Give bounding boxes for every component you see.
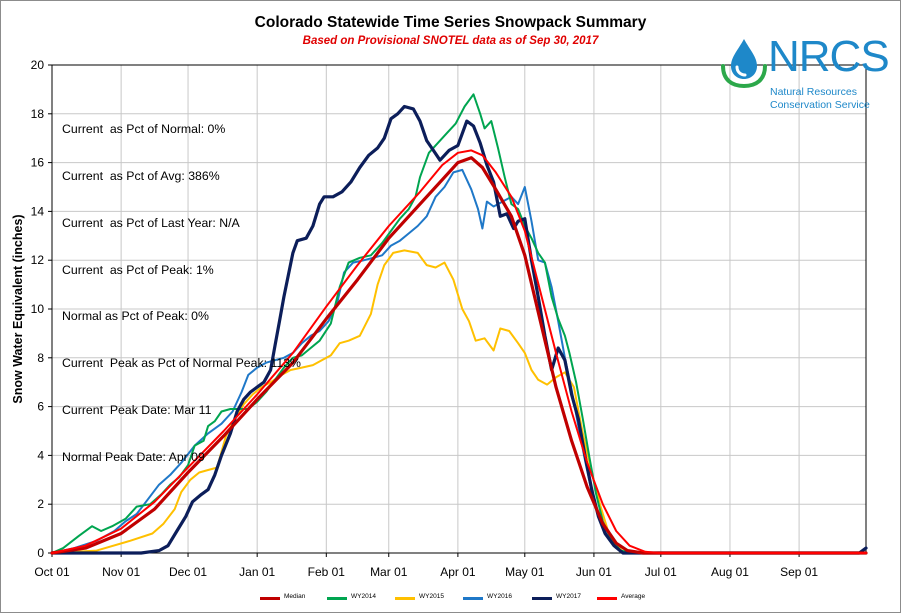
- stat-normal-pct-peak: Normal as Pct of Peak: 0%: [62, 309, 209, 324]
- series-line-median: [50, 156, 868, 555]
- stat-pct-last-year: Current as Pct of Last Year: N/A: [62, 215, 240, 230]
- x-tick-label: Feb 01: [308, 565, 346, 579]
- logo-line-2: Conservation Service: [770, 99, 870, 111]
- x-tick-label: Sep 01: [780, 565, 818, 579]
- legend-swatch: [463, 597, 483, 600]
- legend-label: WY2016: [487, 593, 512, 600]
- y-tick-label: 10: [31, 302, 45, 316]
- x-tick-label: Aug 01: [711, 565, 749, 579]
- legend-label: Average: [621, 593, 646, 600]
- y-tick-label: 16: [31, 156, 45, 170]
- stat-pct-avg: Current as Pct of Avg: 386%: [62, 168, 220, 183]
- y-axis: 0 2 4 6 8 10 12 14 16 18 20: [31, 58, 52, 560]
- y-tick-label: 20: [31, 58, 45, 72]
- x-tick-label: May 01: [505, 565, 545, 579]
- legend-label: WY2017: [556, 593, 581, 600]
- series-line-wy2016: [51, 168, 867, 554]
- stat-pct-peak: Current as Pct of Peak: 1%: [62, 262, 214, 277]
- y-tick-label: 8: [37, 351, 44, 365]
- x-tick-label: Jan 01: [239, 565, 275, 579]
- x-tick-label: Nov 01: [102, 565, 140, 579]
- x-tick-label: Mar 01: [370, 565, 408, 579]
- stat-pct-normal: Current as Pct of Normal: 0%: [62, 122, 226, 137]
- stat-current-peak-date: Current Peak Date: Mar 11: [62, 402, 212, 417]
- y-tick-label: 4: [37, 448, 44, 462]
- x-tick-label: Oct 01: [34, 565, 70, 579]
- legend-swatch: [532, 597, 552, 600]
- x-tick-label: Apr 01: [440, 565, 476, 579]
- legend-swatch: [327, 597, 347, 600]
- chart-title: Colorado Statewide Time Series Snowpack …: [254, 14, 647, 31]
- series-line-wy2015: [51, 249, 867, 554]
- logo-wordmark: NRCS: [768, 32, 890, 81]
- y-tick-label: 2: [37, 497, 44, 511]
- stat-peak-pct-normal-peak: Current Peak as Pct of Normal Peak: 113%: [62, 356, 301, 371]
- y-tick-label: 6: [37, 400, 44, 414]
- stat-normal-peak-date: Normal Peak Date: Apr 09: [62, 449, 205, 464]
- x-tick-label: Jun 01: [576, 565, 612, 579]
- legend-label: WY2015: [419, 593, 444, 600]
- series-lines: [50, 93, 868, 555]
- y-tick-label: 0: [37, 546, 44, 560]
- y-tick-label: 12: [31, 253, 45, 267]
- legend-label: WY2014: [351, 593, 376, 600]
- y-axis-label: Snow Water Equivalent (inches): [11, 214, 25, 403]
- nrcs-logo: NRCS Natural Resources Conservation Serv…: [718, 32, 890, 116]
- y-tick-label: 18: [31, 107, 45, 121]
- legend-label: Median: [284, 593, 306, 600]
- chart-subtitle: Based on Provisional SNOTEL data as of S…: [302, 35, 599, 47]
- legend-swatch: [597, 597, 617, 600]
- chart-legend: Median WY2014 WY2015 WY2016 WY2017 Average: [0, 592, 901, 606]
- legend-swatch: [260, 597, 280, 600]
- x-axis: Oct 01 Nov 01 Dec 01 Jan 01 Feb 01 Mar 01 Apr …: [34, 553, 818, 579]
- x-tick-label: Jul 01: [645, 565, 677, 579]
- legend-swatch: [395, 597, 415, 600]
- water-drop-icon: [721, 39, 767, 88]
- x-tick-label: Dec 01: [169, 565, 207, 579]
- y-tick-label: 14: [31, 204, 45, 218]
- series-line-average: [51, 149, 867, 554]
- stats-box: Current as Pct of Normal: 0% Current as …: [62, 91, 301, 481]
- logo-line-1: Natural Resources: [770, 86, 857, 98]
